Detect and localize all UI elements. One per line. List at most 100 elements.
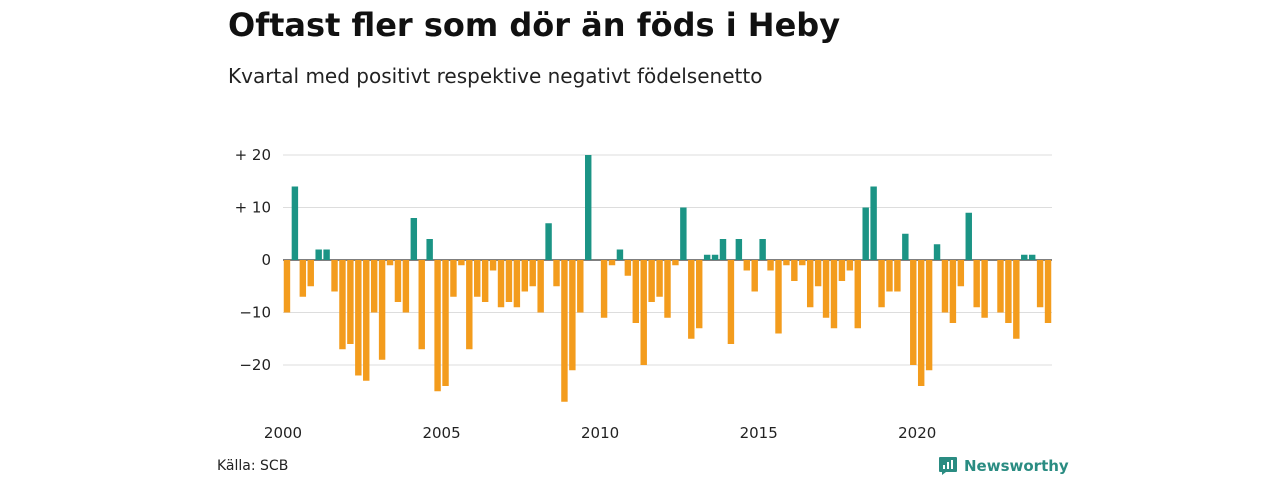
bar[interactable] [680,207,687,261]
bar[interactable] [743,260,750,271]
bar[interactable] [1044,260,1052,323]
bar[interactable] [711,254,719,260]
bar[interactable] [997,260,1004,313]
bar[interactable] [854,260,861,329]
bar[interactable] [394,260,402,302]
bar[interactable] [545,223,552,260]
bar[interactable] [474,260,481,297]
bar[interactable] [355,260,362,376]
bar[interactable] [814,260,822,287]
bar[interactable] [902,233,909,260]
bar[interactable] [822,260,830,318]
bar[interactable] [949,260,957,323]
bar[interactable] [426,239,433,260]
bar[interactable] [378,260,386,360]
bar[interactable] [1028,254,1036,260]
bar[interactable] [759,239,766,260]
bar[interactable] [513,260,521,308]
bar[interactable] [696,260,703,329]
bar[interactable] [806,260,814,308]
bar[interactable] [917,260,925,386]
bars [283,155,1052,402]
bar[interactable] [624,260,632,276]
bar[interactable] [521,260,529,292]
bar[interactable] [370,260,378,313]
bar[interactable] [418,260,425,350]
bar[interactable] [323,249,330,261]
bar[interactable] [688,260,695,339]
bar[interactable] [489,260,497,271]
bar[interactable] [608,260,616,266]
bar[interactable] [537,260,544,313]
bar[interactable] [830,260,838,329]
bar[interactable] [941,260,949,313]
bar[interactable] [616,249,624,261]
bar[interactable] [656,260,663,297]
newsworthy-logo[interactable]: Newsworthy [938,456,1069,476]
bar-chart: + 20 + 10 0 −10 −20 2000 2005 2010 2015 2020 [235,146,1052,442]
bar[interactable] [775,260,782,334]
bar[interactable] [283,260,291,313]
bar[interactable] [933,244,941,260]
bar[interactable] [291,186,299,261]
bar[interactable] [569,260,576,371]
x-tick-label: 2010 [581,424,619,442]
bar[interactable] [910,260,917,365]
bar[interactable] [965,212,972,260]
bar[interactable] [553,260,560,287]
bar[interactable] [466,260,473,350]
bar[interactable] [505,260,513,302]
bar[interactable] [315,249,322,261]
bar[interactable] [1005,260,1012,323]
bar[interactable] [299,260,307,297]
bar[interactable] [434,260,441,392]
bar[interactable] [838,260,846,281]
bar[interactable] [886,260,893,292]
bar[interactable] [925,260,933,371]
bar[interactable] [735,239,743,260]
bar[interactable] [783,260,790,266]
bar[interactable] [632,260,639,323]
bar[interactable] [458,260,465,266]
bar[interactable] [363,260,370,381]
bar[interactable] [894,260,901,292]
bar[interactable] [1036,260,1044,308]
bar[interactable] [577,260,584,313]
bar[interactable] [442,260,449,386]
bar[interactable] [481,260,489,302]
bar[interactable] [497,260,505,308]
bar[interactable] [640,260,647,365]
bar[interactable] [600,260,608,318]
bar[interactable] [648,260,655,302]
bar[interactable] [878,260,885,308]
bar[interactable] [870,186,877,261]
bar[interactable] [791,260,798,281]
bar[interactable] [386,260,394,266]
bar[interactable] [529,260,536,287]
bar[interactable] [561,260,568,402]
bar[interactable] [331,260,338,292]
bar[interactable] [410,218,418,260]
bar[interactable] [703,254,711,260]
bar[interactable] [347,260,354,344]
bar[interactable] [973,260,980,308]
bar[interactable] [672,260,679,266]
axis-labels: + 20 + 10 0 −10 −20 2000 2005 2010 2015 2020 [235,146,937,442]
bar[interactable] [585,155,592,260]
bar[interactable] [846,260,854,271]
bar[interactable] [751,260,758,292]
bar[interactable] [307,260,314,287]
bar[interactable] [719,239,727,260]
bar[interactable] [957,260,965,287]
bar[interactable] [1013,260,1020,339]
bar[interactable] [402,260,410,313]
bar[interactable] [1021,254,1028,260]
bar[interactable] [727,260,735,344]
bar[interactable] [664,260,671,318]
bar[interactable] [862,207,869,261]
bar[interactable] [767,260,774,271]
bar[interactable] [981,260,988,318]
bar[interactable] [339,260,346,350]
bar[interactable] [799,260,806,266]
bar[interactable] [450,260,457,297]
